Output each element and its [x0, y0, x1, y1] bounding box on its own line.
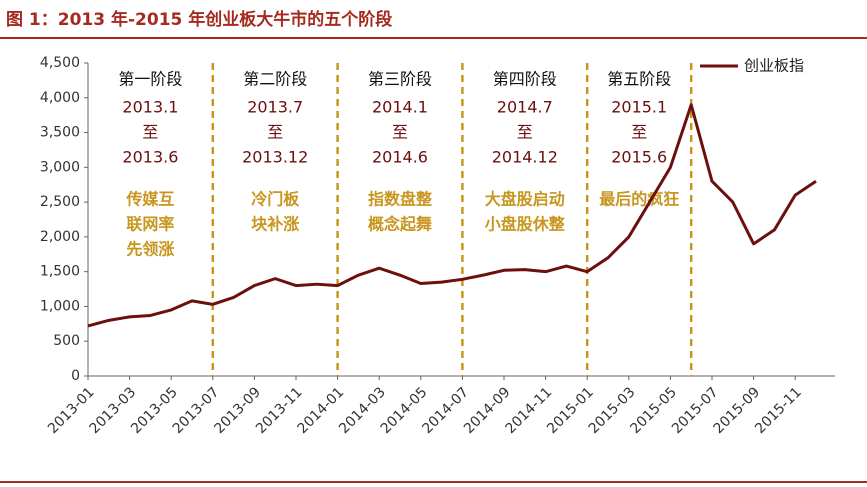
phase-title: 第二阶段 [243, 70, 307, 89]
phase-date: 2013.7 [247, 98, 303, 117]
chart-title: 图 1：2013 年-2015 年创业板大牛市的五个阶段 [6, 9, 392, 30]
phase-title: 第一阶段 [118, 70, 182, 89]
y-tick-label: 3,500 [40, 125, 80, 141]
phase-date: 至 [392, 123, 408, 142]
y-tick-label: 1,500 [40, 264, 80, 280]
y-tick-label: 500 [53, 333, 80, 349]
phase-desc: 最后的疯狂 [599, 190, 679, 209]
phase-date: 至 [142, 123, 158, 142]
phase-desc: 指数盘整 [368, 190, 432, 209]
phase-date: 至 [517, 123, 533, 142]
phase-title: 第四阶段 [493, 70, 557, 89]
phase-desc: 概念起舞 [368, 215, 432, 234]
y-tick-label: 2,000 [40, 229, 80, 245]
phase-date: 2013.12 [242, 148, 308, 167]
y-tick-label: 2,500 [40, 194, 80, 210]
phase-date: 2014.12 [492, 148, 558, 167]
x-tick-label: 2015-11 [752, 384, 805, 437]
phase-desc: 块补涨 [251, 215, 299, 234]
legend-label: 创业板指 [744, 57, 804, 75]
phase-date: 2015.6 [611, 148, 667, 167]
phase-date: 2013.6 [122, 148, 178, 167]
phase-date: 2015.1 [611, 98, 667, 117]
phase-date: 至 [631, 123, 647, 142]
phase-title: 第三阶段 [368, 70, 432, 89]
phase-date: 2013.1 [122, 98, 178, 117]
phase-date: 2014.7 [497, 98, 553, 117]
phase-desc: 小盘股休整 [485, 215, 565, 234]
y-tick-label: 3,000 [40, 159, 80, 175]
phase-date: 2014.1 [372, 98, 428, 117]
phase-desc: 大盘股启动 [485, 190, 565, 209]
y-tick-label: 4,000 [40, 90, 80, 106]
phase-desc: 冷门板 [251, 190, 300, 209]
phase-desc: 联网率 [126, 215, 174, 234]
series-line [87, 103, 817, 328]
y-tick-label: 1,000 [40, 298, 80, 314]
phase-desc: 传媒互 [125, 190, 174, 209]
phase-date: 2014.6 [372, 148, 428, 167]
phase-desc: 先领涨 [126, 240, 174, 259]
y-tick-label: 4,500 [40, 55, 80, 71]
phase-title: 第五阶段 [607, 70, 671, 89]
y-tick-label: 0 [71, 368, 80, 384]
phase-date: 至 [267, 123, 283, 142]
